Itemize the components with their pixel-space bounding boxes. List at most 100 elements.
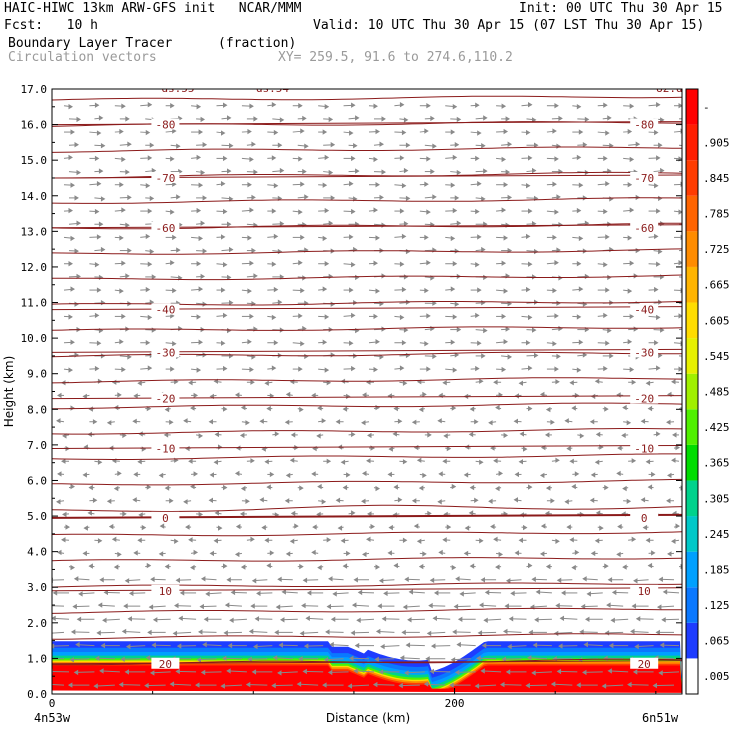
vector-head [661, 617, 666, 623]
vector-head [337, 525, 343, 531]
colorbar-label: .125 [703, 599, 730, 612]
vector-head [627, 128, 633, 135]
vector-arrow [678, 144, 682, 147]
vector-head [361, 498, 366, 504]
isotherm-label: -70 [634, 172, 654, 185]
vector-head [555, 602, 560, 609]
vector-head [269, 550, 275, 556]
vector-head [488, 420, 493, 426]
isotherm-label-bg [630, 346, 659, 358]
vector-head [158, 551, 164, 557]
vector-head [316, 511, 321, 518]
vector-head [329, 641, 334, 648]
vector-head [553, 630, 559, 637]
vector-head [468, 431, 474, 438]
vector-head [477, 130, 482, 136]
vector-head [326, 380, 332, 386]
vector-head [392, 431, 397, 437]
vector-head [604, 563, 609, 569]
colorbar-frame [685, 88, 699, 695]
vector-head [528, 484, 533, 490]
vector-head [411, 419, 417, 425]
isotherm-label-bg [630, 303, 659, 315]
vector-head [503, 339, 509, 345]
vector-head [532, 221, 537, 227]
vector-head [401, 629, 406, 636]
vector-head [94, 365, 100, 372]
vector-head [304, 247, 309, 253]
isotherm [52, 582, 682, 588]
vector-head [477, 287, 482, 293]
vector-head [656, 365, 661, 371]
vector-head [381, 169, 386, 175]
isotherm-label: -60 [634, 222, 654, 235]
vector-head [202, 142, 208, 148]
vector-head [149, 670, 155, 676]
vector-head [647, 562, 653, 569]
vector-head [399, 655, 405, 661]
x-end-label: 6n51w [642, 711, 679, 725]
vector-head [249, 103, 254, 109]
vector-head [640, 497, 646, 503]
vector-head [145, 183, 151, 189]
vector-head [164, 406, 170, 413]
isotherm-label-bg [630, 221, 659, 233]
vector-head [678, 366, 682, 372]
vector-head [550, 419, 555, 425]
vector-head [456, 116, 462, 123]
vector-head [405, 195, 411, 202]
vector-head [317, 564, 322, 571]
vector-head [590, 472, 596, 478]
vector-head [552, 287, 557, 294]
vector-head [468, 510, 474, 516]
vector-head [430, 643, 436, 649]
vector-head [399, 208, 405, 214]
vector-head [481, 642, 487, 649]
vector-head [383, 590, 388, 597]
vector-head [407, 617, 412, 623]
vector-head [469, 406, 475, 412]
colorbar-label: .605 [703, 314, 730, 327]
vector-head [627, 681, 632, 688]
vector-head [399, 102, 405, 108]
vector-head [147, 208, 153, 214]
vector-head [102, 617, 107, 623]
vector-head [552, 181, 557, 187]
vector-head [96, 130, 102, 136]
vector-head [281, 589, 286, 595]
vector-head [323, 657, 329, 663]
vector-head [526, 340, 531, 346]
vector-head [452, 314, 458, 320]
vector-head [556, 668, 562, 675]
vector-head [454, 301, 460, 307]
colorbar-segment [686, 302, 698, 339]
vector-head [147, 102, 153, 108]
vector-head [571, 483, 576, 490]
vector-head [351, 510, 356, 516]
vector-head [558, 115, 563, 122]
vector-head [301, 602, 306, 609]
vector-head [375, 235, 380, 241]
vector-head [353, 668, 358, 674]
vector-head [200, 116, 206, 123]
vector-head [355, 274, 360, 281]
vector-head [559, 615, 565, 621]
vector-head [675, 444, 680, 451]
vector-head [403, 117, 409, 123]
isotherm-label-bg [630, 171, 659, 183]
isotherm [52, 274, 682, 281]
vector-head [556, 577, 562, 583]
vector-head [508, 616, 514, 622]
vector-head [132, 497, 137, 503]
vector-head [605, 287, 610, 293]
vector-head [249, 260, 254, 266]
vector-head [367, 432, 372, 439]
vector-head [56, 418, 61, 424]
vector-head [251, 354, 256, 360]
vector-head [595, 431, 601, 438]
vector-head [634, 643, 639, 650]
vector-head [342, 563, 348, 569]
vector-head [249, 313, 254, 320]
vector-head [48, 604, 51, 608]
y-tick-label: 4.0 [27, 546, 47, 559]
